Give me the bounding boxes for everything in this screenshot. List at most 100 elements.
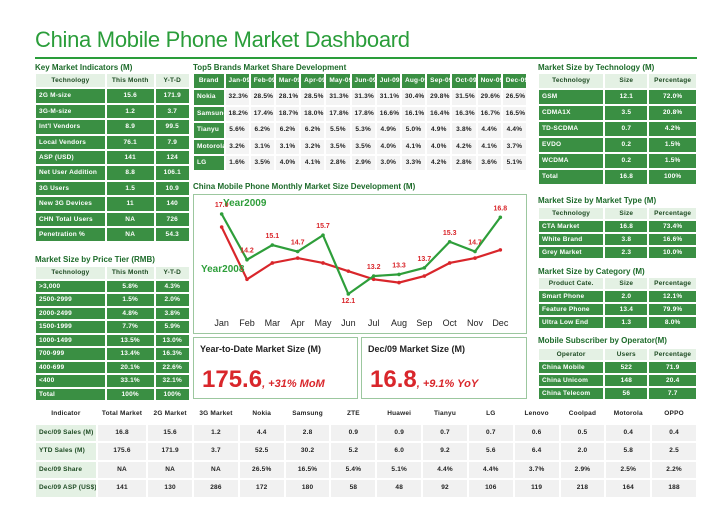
table-cell: 2.0%	[154, 293, 190, 307]
table-cell: 33.1%	[105, 374, 155, 388]
table-cell: 28.1%	[274, 89, 301, 106]
table-cell: NA	[105, 211, 155, 227]
table-cell: 0.4	[605, 423, 652, 442]
table-cell: 3G Users	[35, 180, 106, 197]
table-cell: 48	[376, 479, 423, 498]
table-header-cell: Technology	[538, 207, 605, 220]
kpi-value-line: 175.6, +31% MoM	[202, 366, 325, 394]
section-title: Top5 Brands Market Share Development	[193, 63, 347, 72]
data-point	[397, 272, 401, 277]
table-cell: 15.6	[147, 423, 194, 442]
data-point	[321, 233, 325, 238]
table-cell: 1500-1999	[35, 320, 106, 334]
table-cell: 5.8%	[105, 279, 155, 293]
table-cell: 2.5	[651, 442, 697, 461]
table-cell: YTD Sales (M)	[35, 442, 97, 461]
table-cell: 3.7%	[513, 460, 560, 479]
section-title: Market Size by Technology (M)	[538, 63, 655, 72]
table-cell: Total	[35, 387, 106, 401]
data-point	[245, 257, 249, 262]
table-cell: 1.5%	[648, 153, 697, 169]
table-cell: 31.1%	[375, 89, 401, 106]
table-cell: 5.4%	[330, 460, 377, 479]
table-cell: 4.4%	[467, 460, 514, 479]
table-cell: WCDMA	[538, 153, 605, 169]
table-cell: 4.2%	[426, 155, 452, 172]
table-header-cell: Nokia	[238, 405, 285, 424]
table-cell: 106	[467, 479, 514, 498]
table-cell: 4.0%	[375, 138, 401, 155]
table-cell: 8.9	[105, 119, 155, 135]
table-header-cell: 3G Market	[193, 405, 239, 424]
table-cell: 2500-2999	[35, 293, 106, 307]
table-header-cell: Coolpad	[559, 405, 606, 424]
table-cell: Local Vendors	[35, 134, 106, 150]
table-cell: CHN Total Users	[35, 211, 106, 227]
table-cell: 4.0%	[426, 138, 452, 155]
series-line	[220, 226, 501, 284]
section-title: Market Size by Price Tier (RMB)	[35, 255, 155, 264]
table-header-cell: Jul-09	[375, 73, 401, 90]
table-header-cell: Technology	[35, 266, 106, 280]
data-label: 13.2	[367, 264, 381, 271]
table-cell: 141	[105, 150, 155, 166]
table-cell: Motorola	[193, 138, 225, 155]
table-header-cell: Jun-09	[350, 73, 376, 90]
table-cell: 2.0	[604, 290, 649, 303]
table-cell: Tianyu	[193, 122, 225, 139]
table-header-cell: Users	[604, 348, 649, 361]
table-cell: 3.5%	[350, 138, 376, 155]
table-cell: 3.1%	[249, 138, 275, 155]
table-cell: 130	[147, 479, 194, 498]
table-cell: 18.2%	[224, 105, 250, 123]
data-label: 15.7	[316, 223, 330, 230]
table-cell: ASP (USD)	[35, 150, 106, 166]
table-cell: 100%	[105, 387, 155, 401]
data-point	[371, 274, 376, 278]
table-cell: 73.4%	[648, 220, 697, 233]
table-cell: China Telecom	[538, 387, 605, 400]
data-point	[397, 280, 401, 285]
table-header-cell: Mar-09	[274, 73, 301, 90]
table-cell: 700-999	[35, 347, 106, 361]
table-cell: 16.6%	[375, 105, 401, 123]
table-cell: 2.9%	[559, 460, 606, 479]
table-cell: 3.8%	[154, 306, 190, 320]
table-cell: 5.1%	[376, 460, 423, 479]
table-cell: 0.9	[376, 423, 423, 442]
table-cell: 28.5%	[300, 89, 326, 106]
table-cell: CTA Market	[538, 220, 605, 233]
x-tick-label: Feb	[239, 318, 255, 328]
data-label: 15.1	[266, 233, 280, 240]
table-cell: 29.6%	[476, 89, 502, 106]
data-point	[219, 225, 224, 229]
data-point	[346, 292, 351, 296]
table-cell: 2.8%	[451, 155, 477, 172]
table-cell: 72.0%	[648, 89, 697, 105]
chart-frame	[193, 194, 527, 334]
table-cell: 1.5%	[648, 137, 697, 153]
table-cell: 5.1%	[501, 155, 527, 172]
table-cell: 7.7%	[105, 320, 155, 334]
table-cell: 22.6%	[154, 360, 190, 374]
table-cell: 4.4%	[476, 122, 502, 139]
table-header-cell: Y-T-D	[154, 73, 190, 89]
data-point	[498, 215, 503, 220]
kpi-change: , +31% MoM	[262, 378, 325, 390]
table-cell: 16.1%	[400, 105, 427, 123]
table-cell: 0.7	[422, 423, 468, 442]
table-header-cell: Percentage	[648, 277, 697, 290]
table-cell: 30.2	[284, 442, 331, 461]
table-cell: 3.8%	[451, 122, 477, 139]
table-header-cell: Size	[604, 73, 649, 89]
table-cell: 522	[604, 361, 649, 374]
data-label: 13.7	[418, 256, 432, 263]
table-cell: NA	[96, 460, 148, 479]
table-cell: 31.5%	[451, 89, 477, 106]
legend-label: Year2009	[223, 198, 267, 209]
kpi-box: Dec/09 Market Size (M) 16.8, +9.1% YoY	[361, 337, 527, 399]
section-title: Market Size by Market Type (M)	[538, 196, 657, 205]
table-cell: 32.1%	[154, 374, 190, 388]
table-cell: 16.3%	[154, 347, 190, 361]
table-cell: 148	[604, 374, 649, 387]
